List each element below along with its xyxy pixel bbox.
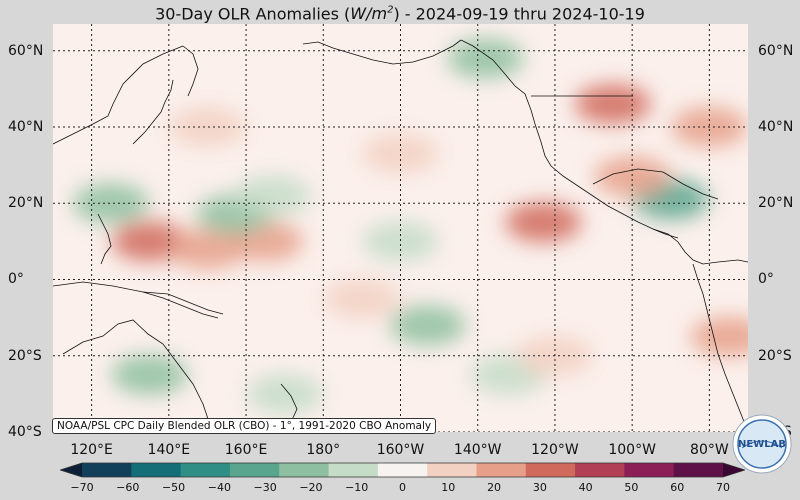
- colorbar-tick-label: −10: [345, 481, 369, 494]
- north-america-coastline: [460, 39, 679, 239]
- anomaly-region: [690, 316, 748, 357]
- longitude-label: 140°E: [147, 442, 191, 458]
- olr-anomaly-map: [53, 24, 748, 432]
- east-asia-coastline: [53, 45, 184, 145]
- colorbar-swatch: [723, 463, 745, 477]
- latitude-label: 20°N: [8, 195, 44, 212]
- new-guinea-coastline: [142, 291, 224, 315]
- japan-coastline: [132, 79, 174, 145]
- colorbar-swatch: [624, 463, 675, 477]
- graticule: [53, 24, 748, 432]
- data-source-credit: NOAA/PSL CPC Daily Blended OLR (CBO) - 1…: [52, 418, 437, 434]
- philippines-coastline: [97, 213, 112, 265]
- latitude-label: 60°N: [8, 42, 44, 59]
- colorbar-tick-label: 60: [670, 481, 685, 494]
- colorbar-swatch: [575, 463, 625, 477]
- latitude-label: 20°S: [8, 347, 42, 364]
- anomaly-region: [169, 106, 246, 147]
- indonesia-coastline: [53, 281, 219, 319]
- new-zealand-coastline: [280, 383, 298, 423]
- anomaly-region: [574, 84, 651, 125]
- colorbar-swatch: [60, 463, 82, 477]
- longitude-label: 140°W: [453, 442, 502, 458]
- map-title: 30-Day OLR Anomalies (W/m2) - 2024-09-19…: [155, 4, 645, 24]
- colorbar-swatch: [180, 463, 231, 477]
- colorbar-swatch: [131, 463, 182, 477]
- colorbar-tick-label: 40: [578, 481, 593, 494]
- latitude-label: 40°N: [8, 118, 44, 135]
- anomaly-region: [111, 354, 188, 395]
- anomaly-region: [505, 202, 582, 243]
- colorbar-swatch: [673, 463, 724, 477]
- anomaly-region: [235, 175, 312, 216]
- colorbar-tick-label: −60: [116, 481, 140, 494]
- colorbar-swatch: [427, 463, 477, 477]
- colorbar-tick-label: 20: [487, 481, 502, 494]
- latitude-label: 20°N: [758, 195, 794, 212]
- colorbar-tick-label: 30: [532, 481, 547, 494]
- colorbar-swatch: [525, 463, 576, 477]
- colorbar-swatch: [279, 463, 330, 477]
- longitude-label: 120°E: [70, 442, 113, 458]
- latitude-label: 20°S: [758, 347, 792, 364]
- kamchatka-coastline: [182, 45, 199, 97]
- longitude-label: 160°W: [376, 442, 425, 458]
- longitude-label: 180°: [306, 442, 341, 458]
- colorbar-tick-label: 70: [716, 481, 730, 494]
- colorbar-tick-label: −20: [299, 481, 323, 494]
- anomaly-region: [323, 278, 400, 319]
- longitude-label: 120°W: [531, 442, 579, 458]
- longitude-label: 160°E: [224, 442, 268, 458]
- colorbar-tick-label: 50: [624, 481, 639, 494]
- psl-logo: NEWLAB: [732, 414, 792, 474]
- australia-coastline: [62, 319, 209, 420]
- longitude-label: 80°W: [690, 442, 729, 458]
- gulf-of-mexico-coastline: [592, 168, 719, 200]
- colorbar-swatch: [476, 463, 527, 477]
- latitude-label: 0°: [758, 271, 774, 288]
- anomaly-region: [362, 133, 439, 174]
- anomaly-region: [594, 156, 671, 197]
- anomaly-region: [111, 221, 188, 262]
- colorbar-swatch: [328, 463, 379, 477]
- south-america-coastline: [692, 263, 748, 432]
- colorbar-tick-label: 0: [399, 481, 406, 494]
- colorbar: [60, 462, 745, 478]
- colorbar-tick-label: −50: [161, 481, 186, 494]
- colorbar-swatches: [60, 462, 745, 478]
- colorbar-swatch: [377, 463, 428, 477]
- anomaly-region: [72, 183, 149, 224]
- anomaly-region: [169, 228, 246, 269]
- anomaly-region: [246, 373, 323, 414]
- latitude-label: 0°: [8, 271, 24, 288]
- anomaly-field: [72, 38, 748, 414]
- colorbar-outline: [60, 462, 745, 478]
- svg-text:NEWLAB: NEWLAB: [738, 439, 786, 450]
- colorbar-tick-label: −40: [207, 481, 231, 494]
- coastlines: [53, 39, 748, 432]
- anomaly-region: [362, 221, 439, 262]
- latitude-label: 40°N: [758, 118, 794, 135]
- longitude-label: 100°W: [608, 442, 656, 458]
- anomaly-region: [447, 38, 524, 79]
- colorbar-tick-label: −70: [70, 481, 94, 494]
- anomaly-region: [389, 305, 466, 346]
- colorbar-swatch: [229, 463, 280, 477]
- colorbar-swatch: [82, 463, 132, 477]
- latitude-label: 40°S: [8, 424, 42, 440]
- colorbar-tick-label: −30: [253, 481, 277, 494]
- colorbar-tick-label: 10: [441, 481, 456, 494]
- latitude-label: 60°N: [758, 42, 794, 59]
- central-america-coastline: [652, 228, 748, 265]
